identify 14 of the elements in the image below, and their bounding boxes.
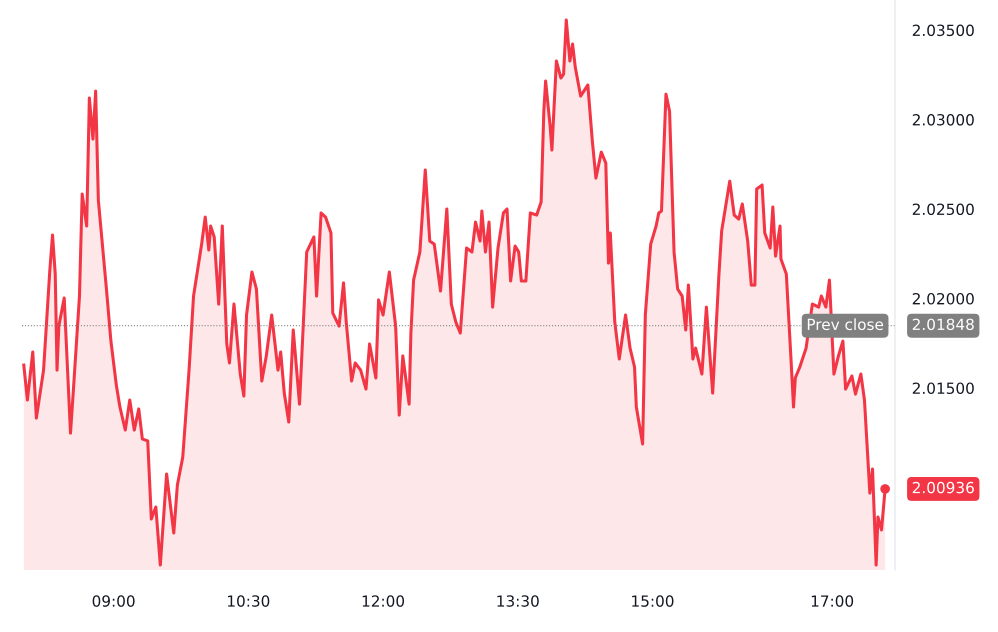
y-tick-label: 2.03000 <box>912 114 974 126</box>
x-tick-label: 17:00 <box>812 595 854 607</box>
annotation: 2.00936 <box>912 482 974 494</box>
text: 2.01848 <box>912 318 974 330</box>
y-tick-label: 2.01500 <box>912 382 974 394</box>
x-tick-label: 09:00 <box>92 595 135 607</box>
y-tick-label: 2.02500 <box>912 203 974 216</box>
y-tick-label: 2.02000 <box>912 292 974 305</box>
x-tick-label: 13:30 <box>497 595 539 607</box>
x-tick-label: 15:00 <box>632 595 674 607</box>
y-tick-label: 2.03500 <box>912 24 974 36</box>
x-tick-label: 10:30 <box>228 595 270 607</box>
x-tick-label: 12:00 <box>362 595 404 607</box>
ref-line-label: Prev close <box>808 318 884 330</box>
